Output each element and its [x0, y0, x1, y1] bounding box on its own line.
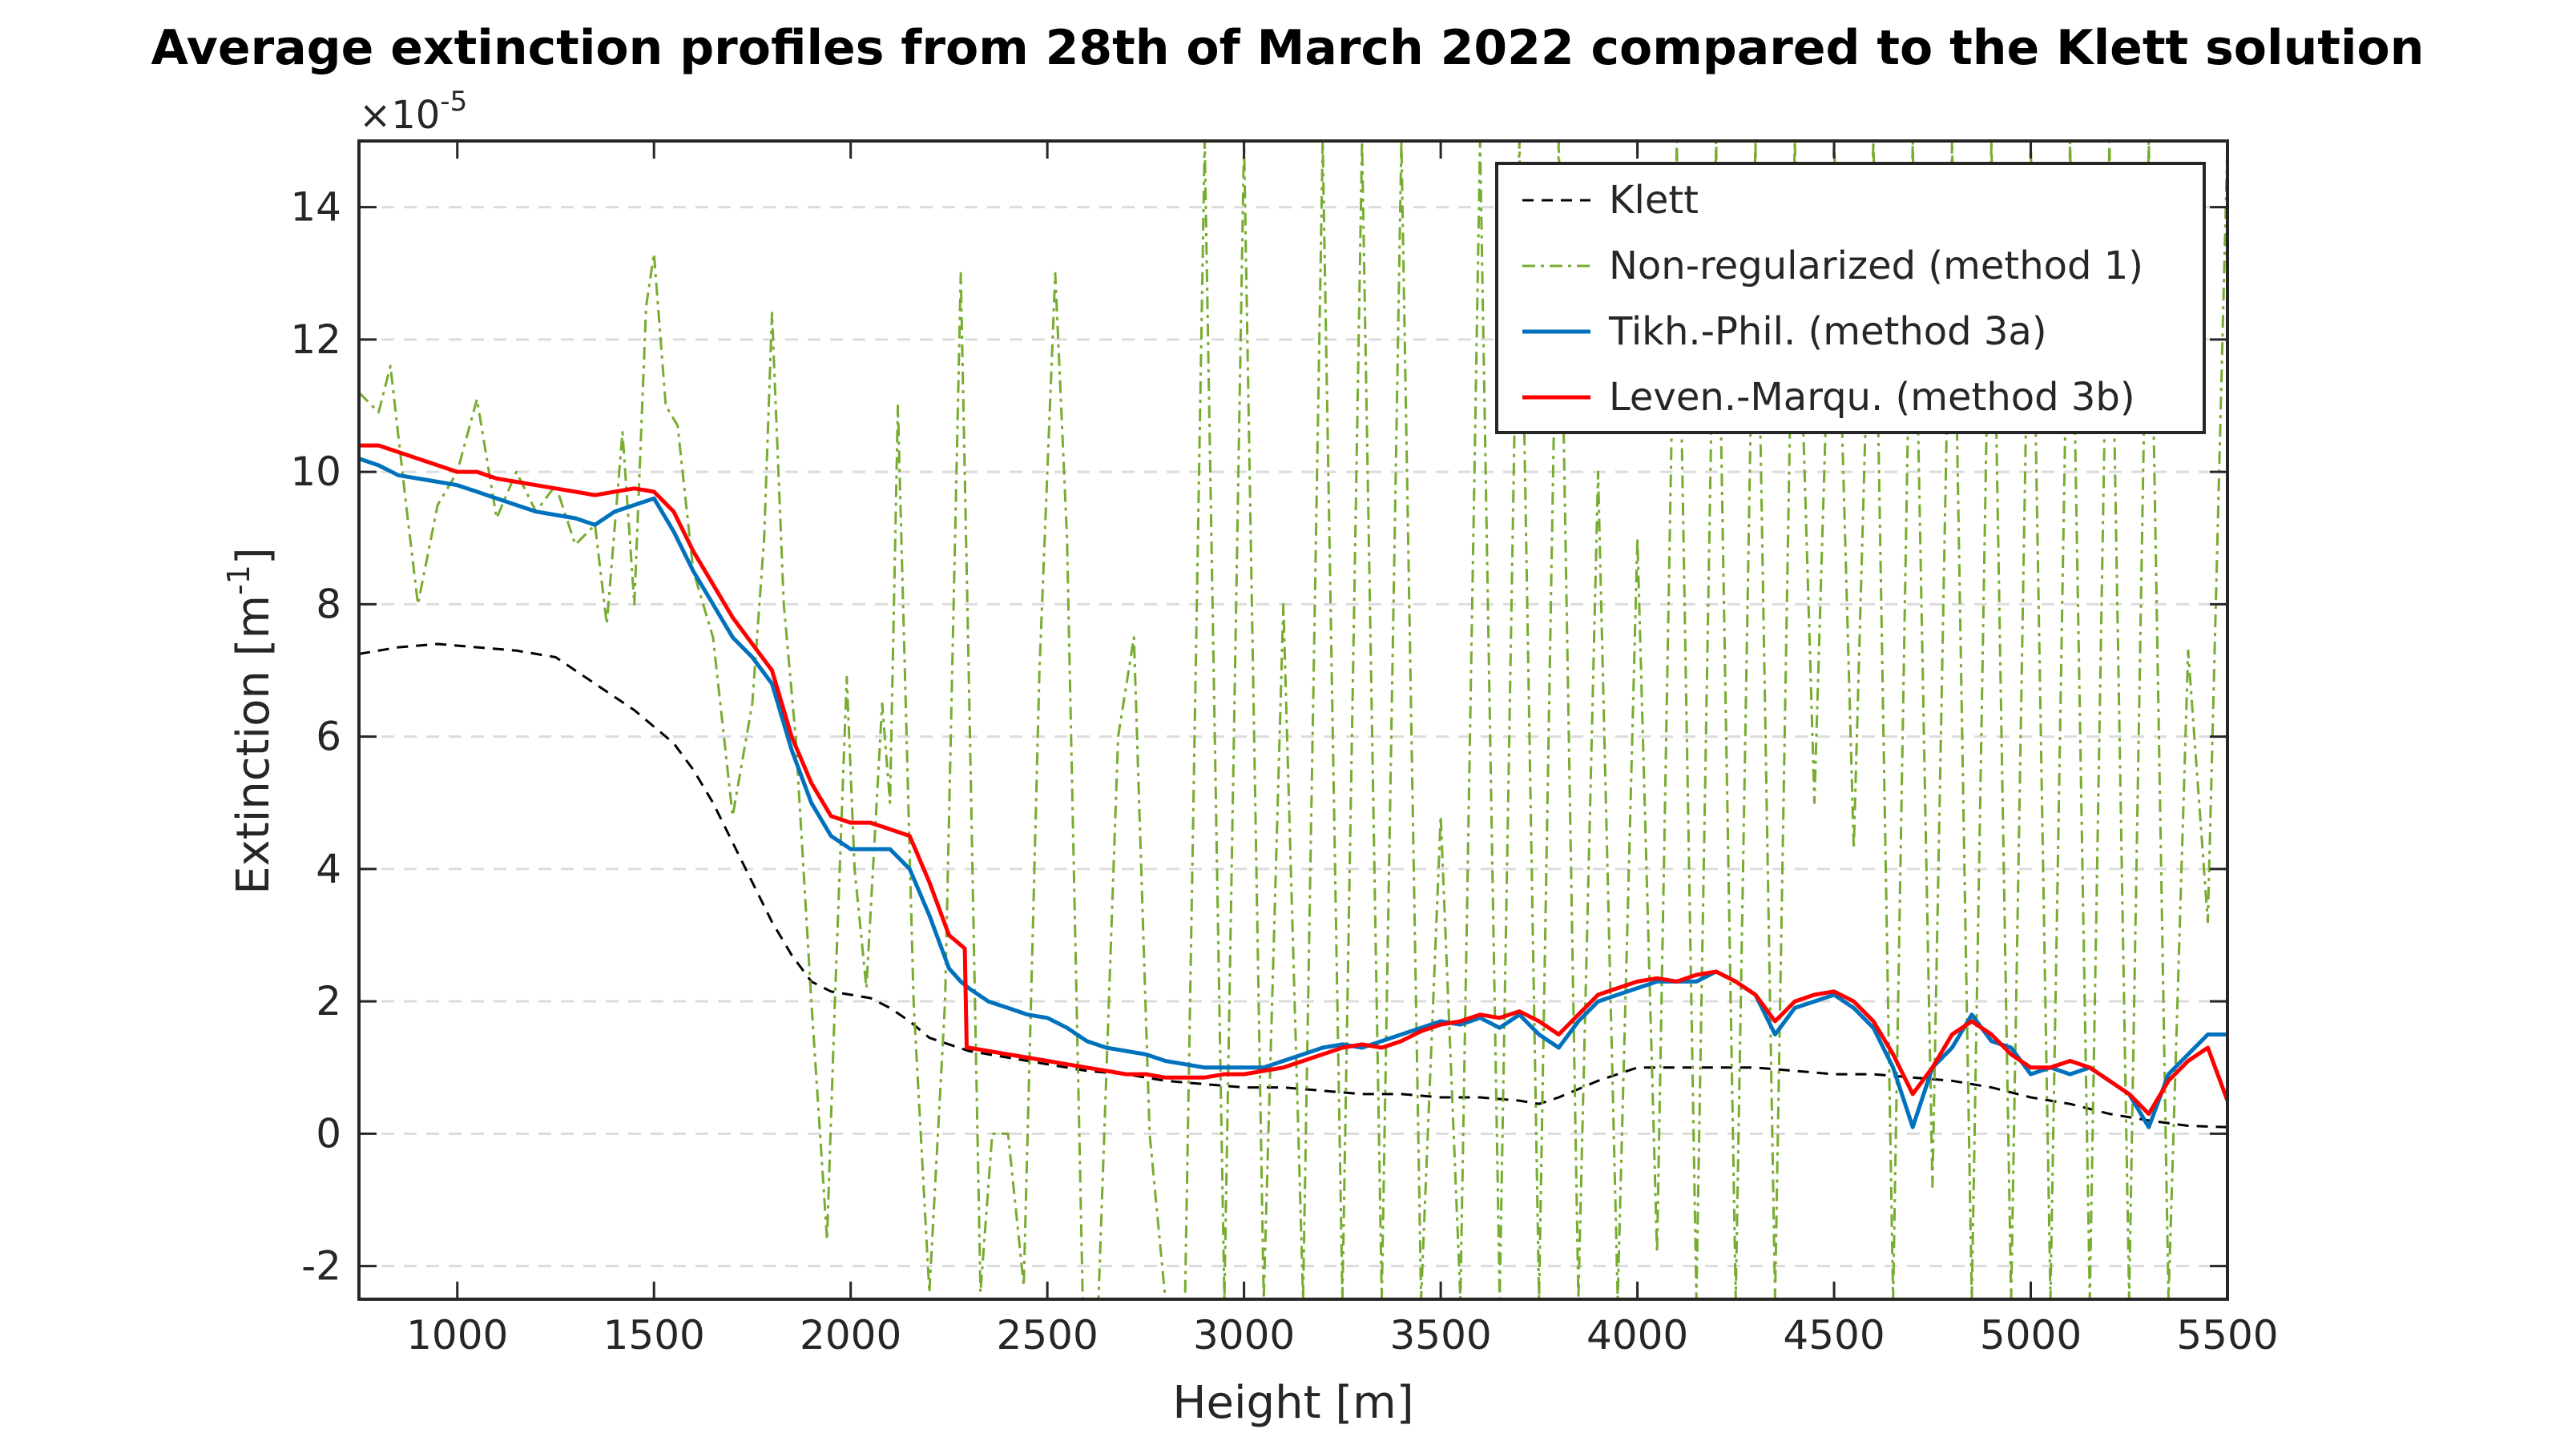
x-tick-label: 5000 — [1980, 1312, 2082, 1358]
y-scale-base: ×10 — [359, 93, 440, 138]
y-tick-label: 14 — [290, 184, 341, 231]
y-tick-label: 4 — [316, 846, 341, 892]
y-tick-label: 0 — [316, 1110, 341, 1157]
x-tick-label: 2500 — [997, 1312, 1099, 1358]
x-tick-label: 2000 — [800, 1312, 901, 1358]
x-tick-label: 3500 — [1389, 1312, 1491, 1358]
y-scale-exponent: -5 — [440, 86, 467, 118]
x-tick-label: 1000 — [406, 1312, 508, 1358]
y-axis-label-exponent: -1 — [221, 565, 256, 595]
series-line-tikh-phil-method-3a — [359, 457, 2227, 1129]
y-tick-label: 12 — [290, 316, 341, 363]
series-line-leven-marqu-method-3b — [359, 443, 2227, 1117]
y-tick-label: 6 — [316, 714, 341, 760]
axis-ticks: 1000 1500 2000 2500 3000 3500 4000 4500 5000 5500… — [290, 141, 2279, 1358]
legend-item-leven-marqu: Leven.-Marqu. (method 3b) — [1522, 375, 2135, 420]
legend-label-leven-marqu: Leven.-Marqu. (method 3b) — [1609, 375, 2135, 420]
y-axis-label-close: ] — [228, 547, 280, 565]
chart-title: Average extinction profiles from 28th of… — [151, 20, 2425, 76]
y-tick-label: 10 — [290, 449, 341, 495]
legend-item-tikh-phil: Tikh.-Phil. (method 3a) — [1522, 309, 2047, 354]
y-tick-label: -2 — [301, 1243, 341, 1290]
x-tick-label: 3000 — [1193, 1312, 1295, 1358]
legend-label-tikh-phil: Tikh.-Phil. (method 3a) — [1608, 309, 2047, 354]
x-tick-label: 5500 — [2176, 1312, 2278, 1358]
legend-item-non-regularized: Non-regularized (method 1) — [1522, 244, 2143, 288]
legend-label-klett: Klett — [1609, 178, 1699, 223]
legend-box — [1495, 162, 2206, 434]
x-tick-label: 1500 — [603, 1312, 705, 1358]
legend-label-non-regularized: Non-regularized (method 1) — [1609, 244, 2143, 288]
y-tick-label: 2 — [316, 978, 341, 1024]
legend: Klett Non-regularized (method 1) Tikh.-P… — [1495, 162, 2206, 434]
plot-frame — [357, 139, 2229, 1301]
y-scale-factor: ×10-5 — [359, 86, 467, 138]
x-axis-label: Height [m] — [1172, 1377, 1413, 1429]
legend-item-klett: Klett — [1522, 178, 1699, 223]
y-axis-label: Extinction [m-1] — [221, 547, 280, 895]
y-tick-label: 8 — [316, 581, 341, 627]
x-tick-label: 4500 — [1783, 1312, 1885, 1358]
x-tick-label: 4000 — [1586, 1312, 1688, 1358]
y-axis-label-main: Extinction [m — [228, 595, 280, 895]
